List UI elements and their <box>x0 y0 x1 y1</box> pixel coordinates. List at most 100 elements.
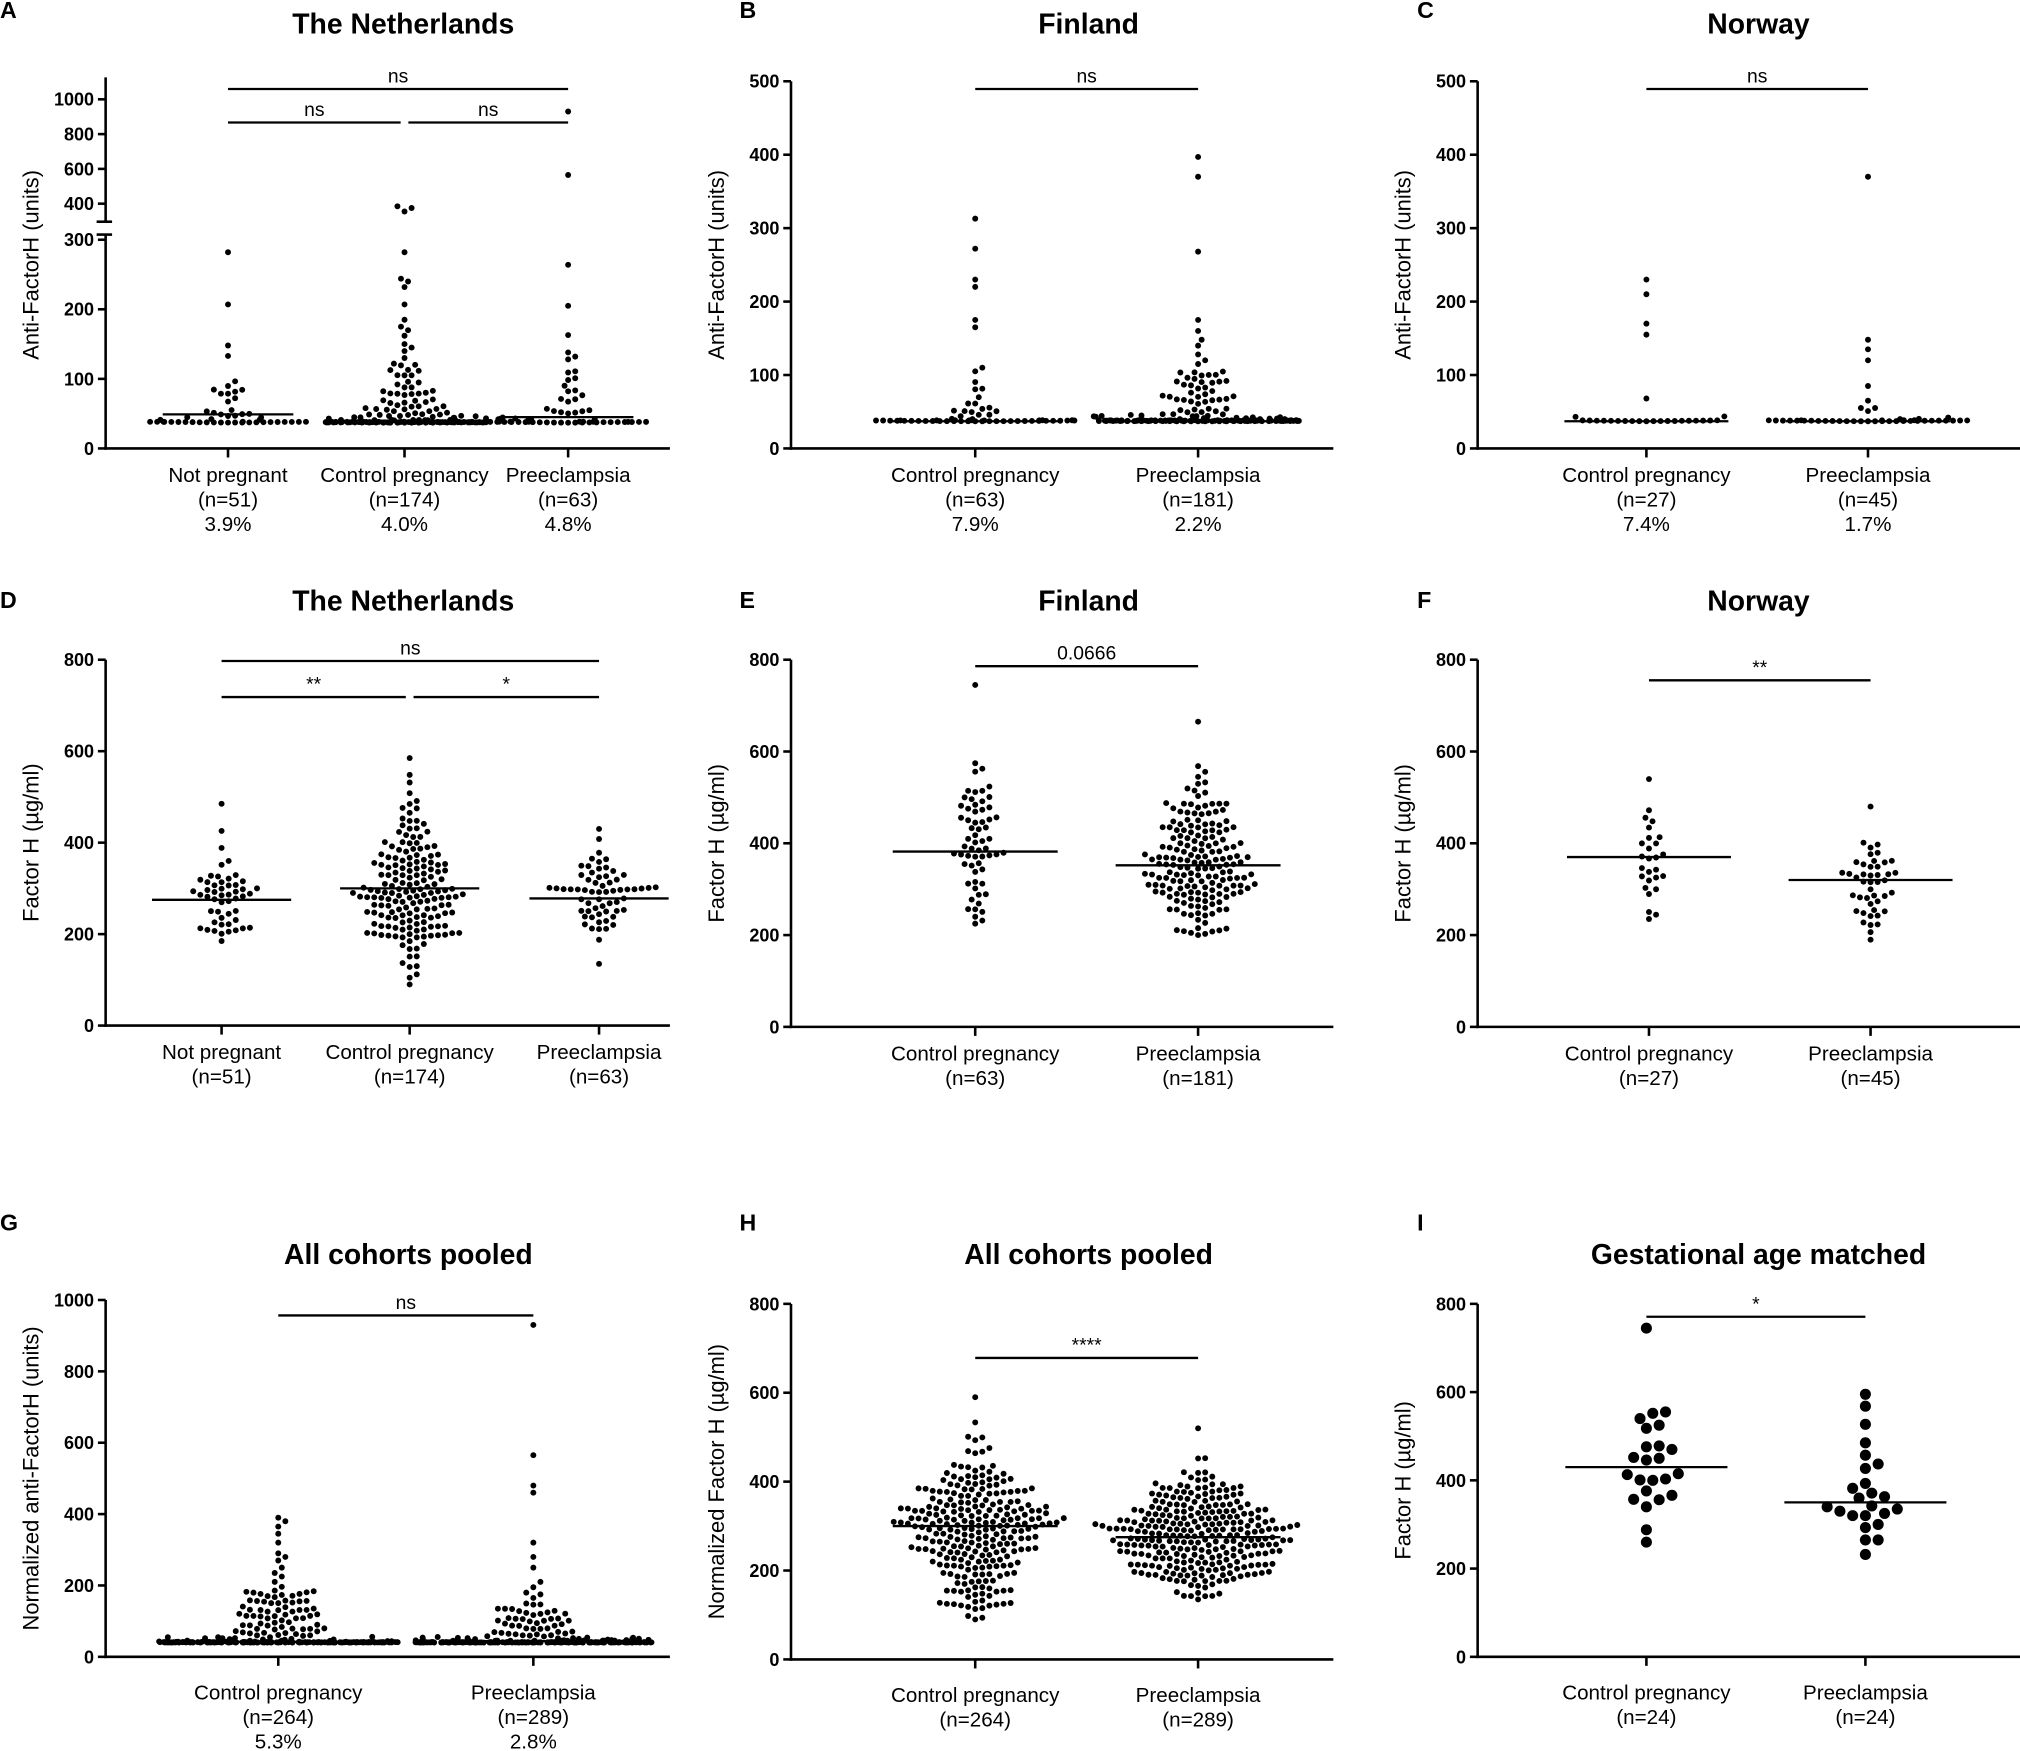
data-point <box>1216 848 1223 855</box>
data-point <box>972 1419 979 1426</box>
data-point <box>196 419 203 426</box>
data-point <box>1248 1510 1255 1517</box>
data-point <box>254 885 260 892</box>
data-point <box>1859 1477 1871 1489</box>
data-point <box>1865 408 1871 415</box>
data-point <box>197 925 204 932</box>
data-point <box>982 1497 989 1503</box>
data-point <box>502 1605 508 1612</box>
data-point <box>972 913 979 920</box>
data-point <box>385 864 392 871</box>
data-point <box>202 1635 209 1642</box>
data-point <box>950 1587 957 1594</box>
data-point <box>378 902 385 909</box>
data-point <box>1195 1596 1202 1603</box>
data-point <box>915 1545 922 1552</box>
data-point <box>1859 1418 1871 1430</box>
data-point <box>993 1549 1000 1556</box>
data-point <box>1195 385 1202 392</box>
data-point <box>364 929 371 936</box>
data-point <box>979 1485 986 1492</box>
data-point <box>420 919 427 926</box>
data-point <box>961 1531 968 1538</box>
data-point <box>1014 1559 1021 1566</box>
data-point <box>523 1625 530 1632</box>
data-point <box>282 1630 289 1636</box>
data-point <box>1209 894 1216 901</box>
data-point <box>1173 1589 1180 1596</box>
data-point <box>975 1558 982 1565</box>
data-point <box>1173 890 1180 897</box>
data-point <box>979 866 986 873</box>
data-point <box>585 900 592 907</box>
data-point <box>387 390 394 397</box>
data-point <box>880 417 887 424</box>
data-point <box>1156 1537 1163 1544</box>
sample-size-label: (n=63) <box>945 1067 1005 1090</box>
data-point <box>420 870 427 877</box>
data-point <box>603 864 610 871</box>
data-point <box>369 1633 376 1640</box>
data-point <box>576 418 583 425</box>
data-point <box>228 407 235 413</box>
data-point <box>182 419 189 425</box>
data-point <box>1945 414 1952 421</box>
data-point <box>958 1602 965 1609</box>
data-point <box>613 908 620 914</box>
data-point <box>950 1555 957 1562</box>
data-point <box>1188 1489 1194 1496</box>
data-point <box>954 1580 961 1587</box>
data-point <box>381 889 388 896</box>
data-point <box>1643 320 1650 327</box>
data-point <box>156 1638 163 1645</box>
data-point <box>1878 1507 1891 1519</box>
data-point <box>1888 857 1895 864</box>
data-point <box>1138 1542 1145 1549</box>
data-point <box>289 1592 296 1599</box>
data-point <box>239 893 246 900</box>
data-point <box>979 787 986 794</box>
data-point <box>472 413 479 420</box>
category-label: Control pregnancy <box>891 1684 1060 1707</box>
data-point <box>1036 1507 1042 1514</box>
data-point <box>954 1536 961 1543</box>
data-point <box>454 1634 461 1641</box>
data-point <box>1198 811 1205 818</box>
data-point <box>296 1598 303 1605</box>
data-point <box>1198 1504 1205 1511</box>
data-point <box>1184 1483 1191 1490</box>
data-point <box>442 931 449 938</box>
data-point <box>565 349 572 356</box>
panel-letter: G <box>0 1209 18 1235</box>
data-point <box>1202 1469 1209 1476</box>
data-point <box>232 395 239 402</box>
data-point <box>1180 1502 1187 1509</box>
data-point <box>232 388 239 395</box>
data-point <box>965 1560 972 1566</box>
data-point <box>1141 870 1148 877</box>
data-point <box>1134 1561 1141 1568</box>
data-point <box>1134 1528 1141 1535</box>
y-tick-label: 400 <box>1436 834 1466 854</box>
data-point <box>226 1636 233 1643</box>
data-point <box>1092 1521 1099 1528</box>
data-point <box>1156 854 1163 861</box>
data-point <box>965 1473 972 1479</box>
data-point <box>1173 378 1180 385</box>
data-point <box>1255 1514 1262 1521</box>
data-point <box>1251 1542 1258 1549</box>
data-point <box>1867 936 1874 943</box>
data-point <box>940 1530 947 1537</box>
data-point <box>965 1593 972 1600</box>
data-point <box>972 768 979 775</box>
data-point <box>982 1526 989 1533</box>
data-point <box>1219 869 1226 876</box>
data-point <box>961 1551 968 1557</box>
data-point <box>1212 1515 1219 1522</box>
data-point <box>1867 844 1874 851</box>
category-label: Control pregnancy <box>891 464 1060 487</box>
data-point <box>1659 1473 1672 1485</box>
percent-positive-label: 5.3% <box>255 1730 302 1751</box>
data-point <box>1219 1481 1226 1488</box>
y-tick-label: 200 <box>749 926 779 946</box>
